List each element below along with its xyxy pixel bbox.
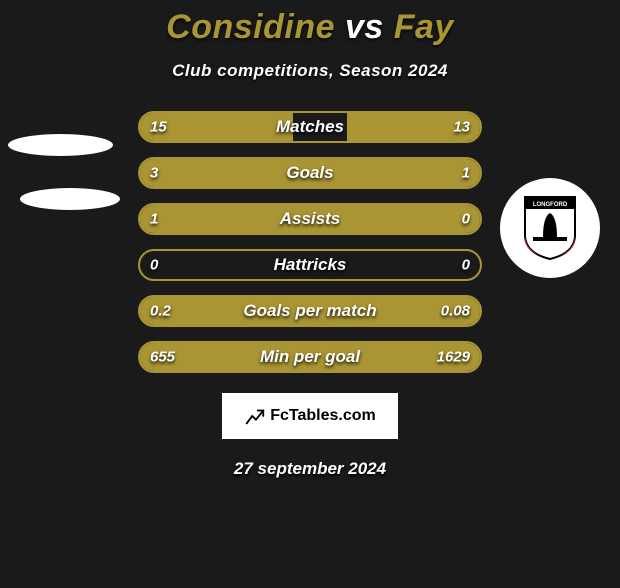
svg-text:TOWN F.C.: TOWN F.C. [536, 246, 564, 252]
stat-row: 31Goals [138, 157, 482, 189]
logo-text: FcTables.com [270, 407, 376, 425]
bar-left [140, 343, 239, 371]
bar-left [140, 297, 381, 325]
stat-value-left: 0 [150, 257, 158, 274]
club-badge: LONGFORD TOWN F.C. [500, 178, 600, 278]
stat-row: 0 0Hattricks [138, 249, 482, 281]
bar-right [239, 343, 480, 371]
stat-value-right: 0 [462, 257, 470, 274]
page-title: Considine vs Fay [0, 8, 620, 47]
bar-left [140, 113, 293, 141]
bar-left [140, 159, 395, 187]
fctables-logo: FcTables.com [222, 393, 398, 439]
subtitle: Club competitions, Season 2024 [0, 61, 620, 81]
title-player1: Considine [166, 8, 335, 46]
bar-right [381, 297, 480, 325]
stat-label: Hattricks [140, 255, 480, 275]
left-ellipse-1 [8, 134, 113, 156]
svg-text:LONGFORD: LONGFORD [533, 202, 568, 208]
bar-left [140, 205, 480, 233]
stat-row: 6551629Min per goal [138, 341, 482, 373]
bar-right [395, 159, 480, 187]
chart-arrow-icon [244, 405, 266, 427]
stat-row: 10Assists [138, 203, 482, 235]
title-vs: vs [345, 8, 384, 46]
stat-row: 0.20.08Goals per match [138, 295, 482, 327]
bar-right [347, 113, 480, 141]
date-label: 27 september 2024 [0, 459, 620, 479]
left-ellipse-2 [20, 188, 120, 210]
title-player2: Fay [394, 8, 454, 46]
club-crest-icon: LONGFORD TOWN F.C. [523, 195, 577, 261]
stat-row: 1513Matches [138, 111, 482, 143]
